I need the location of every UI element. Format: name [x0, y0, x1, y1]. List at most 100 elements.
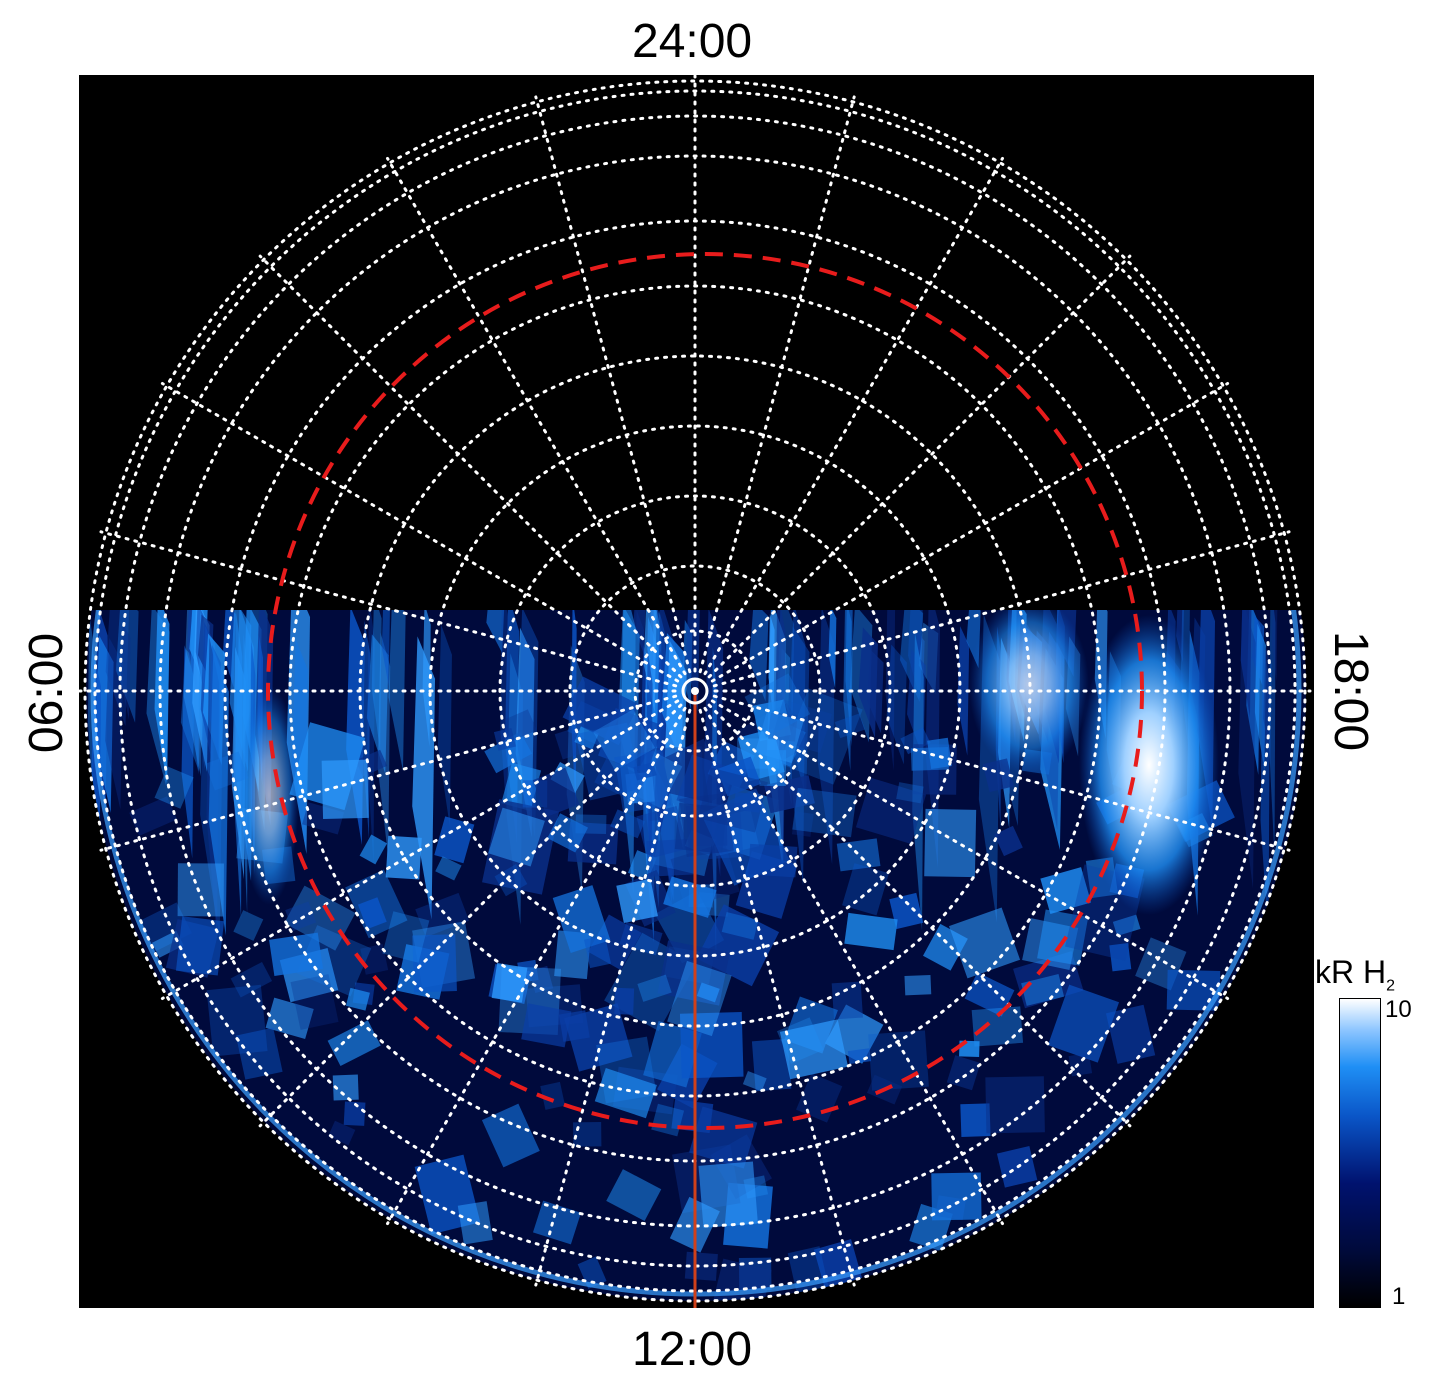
emission-patch [1047, 984, 1120, 1063]
emission-patch [491, 962, 528, 1003]
emission-streak [886, 644, 907, 765]
pole-marker-dot [691, 687, 699, 695]
emission-patch [985, 1076, 1045, 1134]
emission-patch [651, 1103, 685, 1137]
emission-patch [1109, 943, 1132, 972]
grid-spoke [707, 254, 1132, 679]
emission-patch [834, 713, 866, 739]
emission-patch [285, 901, 317, 932]
polar-projection-panel [79, 75, 1314, 1308]
local-time-label-12: 12:00 [632, 1323, 753, 1376]
grid-spoke [698, 95, 856, 674]
emission-patch [359, 834, 388, 865]
emission-patch [357, 897, 387, 930]
emission-streak [94, 635, 114, 813]
emission-patch [768, 712, 798, 742]
emission-streak [828, 610, 837, 689]
pole-marker [681, 677, 709, 705]
emission-patch [1112, 914, 1141, 937]
emission-streak [377, 632, 391, 858]
grid-spoke [99, 694, 678, 852]
emission-patch [971, 1006, 1024, 1047]
emission-patch [752, 699, 792, 742]
emission-patch [904, 974, 932, 996]
grid-spoke [534, 708, 692, 1287]
emission-patch [284, 885, 356, 951]
emission-patch [233, 910, 264, 941]
emission-patch [684, 1251, 718, 1281]
emission-patch [748, 843, 798, 878]
emission-patch [547, 813, 589, 853]
emission-patch [896, 782, 924, 804]
grid-circle [93, 89, 1297, 1293]
emission-patches [129, 673, 1235, 1301]
emission-streak [381, 610, 391, 687]
emission-streak [437, 624, 452, 827]
local-time-label-24: 24:00 [632, 15, 753, 68]
emission-streak [817, 610, 835, 865]
emission-streak [907, 649, 926, 758]
emission-patch [129, 796, 178, 836]
emission-patch [343, 1101, 366, 1126]
emission-patch [627, 749, 683, 809]
emission-patch [696, 982, 720, 1003]
emission-patch [290, 974, 339, 1030]
emission-patch [412, 934, 457, 993]
grid-spoke [710, 699, 1230, 1000]
emission-patch [328, 1120, 356, 1146]
emission-patch [924, 808, 977, 878]
emission-streak [362, 620, 371, 840]
emission-patch [502, 709, 537, 742]
emission-streak [1269, 610, 1276, 857]
emission-patch [791, 811, 814, 837]
emission-patch [435, 856, 462, 881]
emission-streak [388, 610, 406, 771]
grid-spoke [258, 254, 683, 679]
emission-region [86, 610, 1306, 1301]
grid-spoke [703, 156, 1004, 676]
emission-patch [698, 1161, 758, 1228]
grid-spoke [386, 156, 687, 676]
emission-patch [776, 1017, 824, 1064]
emission-patch [382, 911, 430, 963]
emission-patch [532, 767, 580, 817]
emission-patch [751, 1038, 792, 1092]
emission-patch [583, 935, 611, 969]
emission-patch [532, 1200, 582, 1245]
emission-patch [205, 751, 249, 791]
emission-patch [481, 1103, 540, 1168]
emission-patch [175, 916, 225, 976]
emission-patch [484, 731, 533, 774]
emission-patch [1068, 1052, 1093, 1077]
emission-patch [931, 1172, 982, 1221]
grid-spoke [698, 708, 856, 1287]
grid-circle [568, 564, 822, 818]
emission-patch [755, 710, 804, 763]
colorbar-max-label: 10 [1385, 996, 1412, 1023]
grid-spoke [160, 699, 680, 1000]
grid-spoke [99, 530, 678, 688]
emission-patch [415, 892, 470, 938]
grid-spoke [534, 95, 692, 674]
emission-patch [269, 932, 324, 976]
emission-patch [742, 1071, 767, 1092]
emission-patch [265, 997, 314, 1040]
grid-spoke [160, 382, 680, 683]
emission-patch [889, 892, 924, 930]
emission-streak [843, 610, 852, 772]
emission-patch [154, 766, 194, 809]
colorbar-min-label: 1 [1392, 1283, 1406, 1310]
colorbar-title: kR H2 [1315, 954, 1396, 995]
emission-patch [493, 727, 516, 751]
emission-streak [957, 626, 970, 756]
grid-spoke [712, 694, 1291, 852]
grid-circle [83, 79, 1307, 1303]
emission-patch [1040, 867, 1092, 915]
emission-patch [554, 728, 583, 760]
grid-circle [633, 629, 757, 753]
emission-streak [633, 610, 646, 655]
emission-streak [885, 610, 896, 771]
emission-patch [573, 1122, 602, 1147]
emission-streak [749, 610, 769, 702]
emission-patch [540, 1081, 566, 1110]
